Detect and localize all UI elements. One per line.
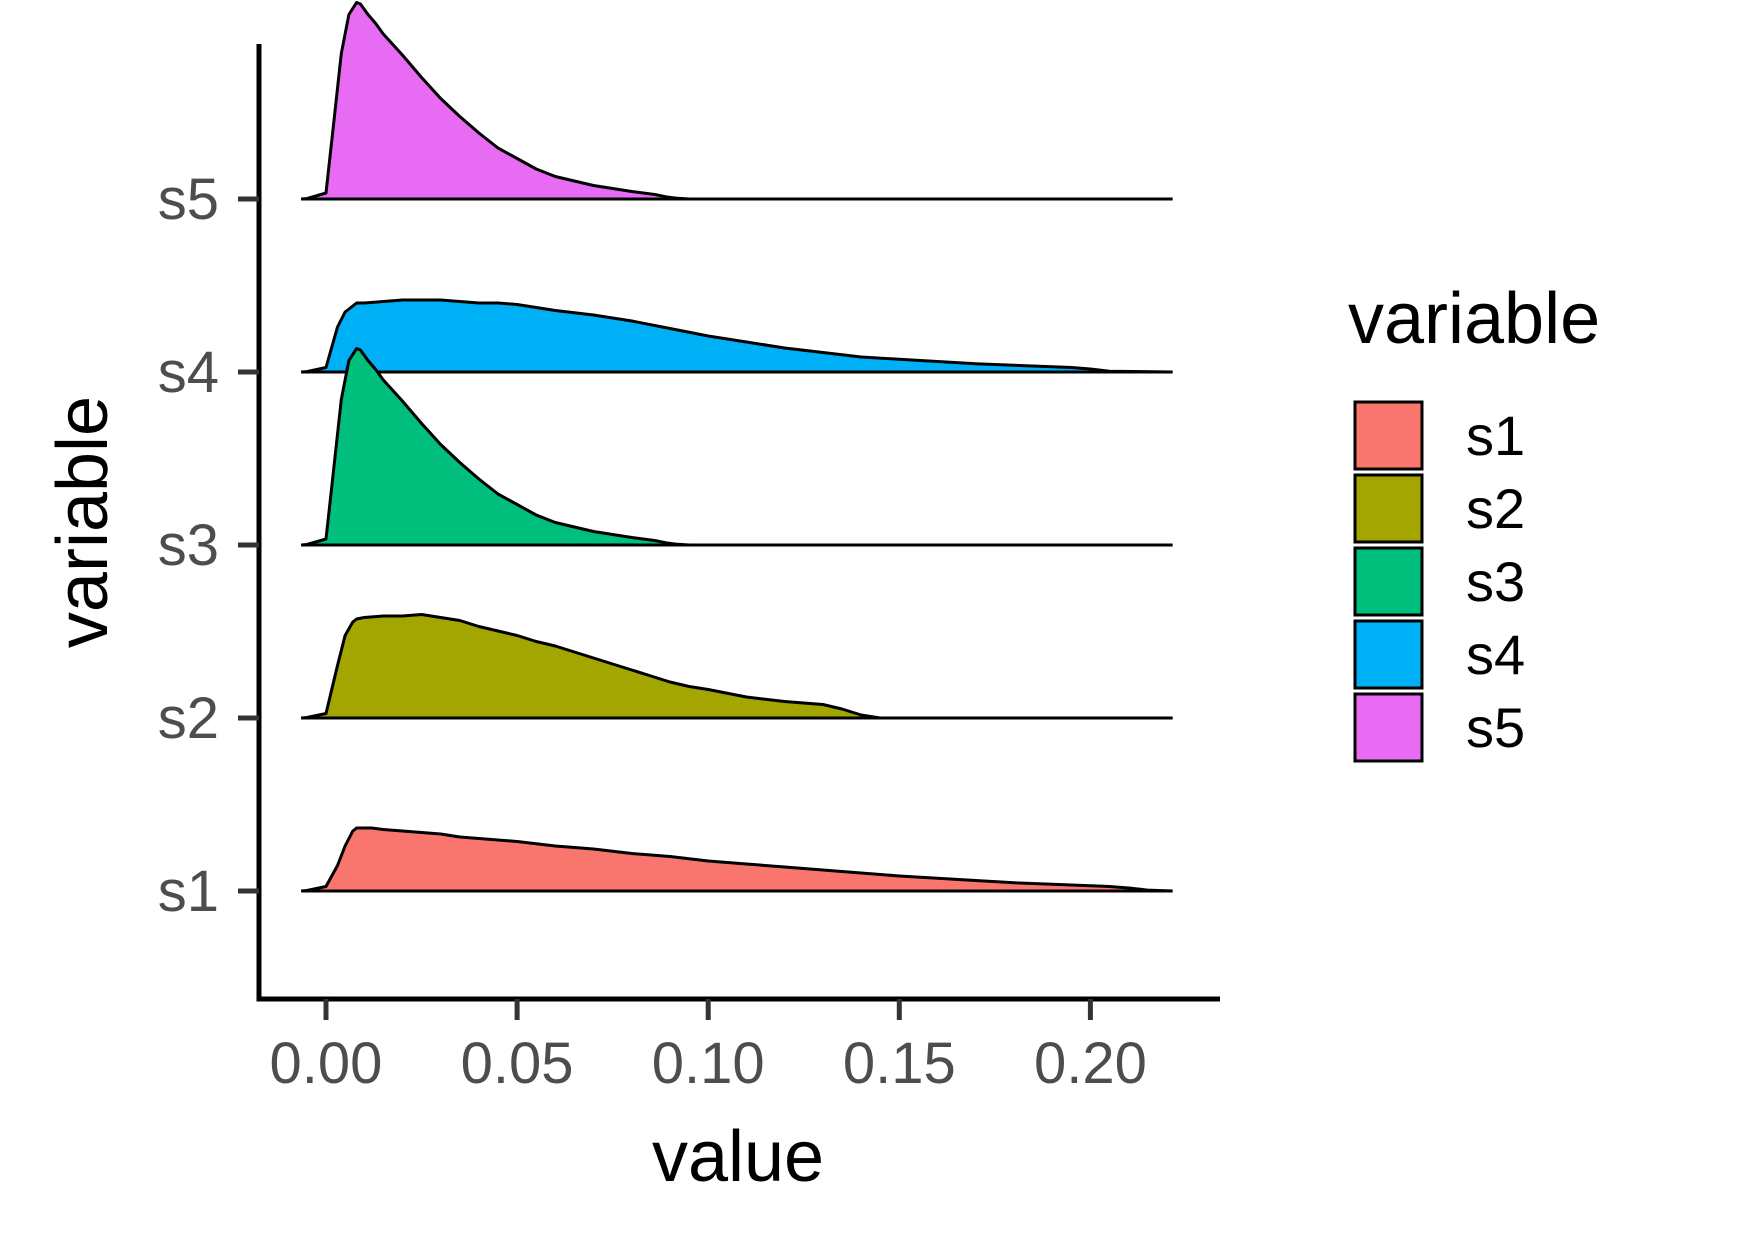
y-axis-title: variable — [43, 396, 123, 648]
legend-item-s1: s1 — [1353, 400, 1525, 471]
legend-swatch-s1 — [1353, 400, 1424, 471]
legend-label-s3: s3 — [1466, 550, 1525, 613]
axes-layer — [256, 44, 1220, 1002]
ridge-layer — [301, 1, 1173, 893]
ridge-s1 — [301, 826, 1173, 893]
legend-label-s4: s4 — [1466, 623, 1525, 686]
legend-swatch-s2 — [1353, 473, 1424, 544]
legend-item-s4: s4 — [1353, 619, 1525, 690]
legend-item-s5: s5 — [1353, 692, 1525, 763]
ridge-s2 — [301, 613, 1173, 720]
legend: variable s1 s2 s3 s4 s5 — [1348, 279, 1600, 763]
legend-label-s1: s1 — [1466, 404, 1525, 467]
y-tick-label-s5: s5 — [158, 167, 219, 232]
legend-label-s2: s2 — [1466, 477, 1525, 540]
x-tick-label-0.20: 0.20 — [1034, 1031, 1147, 1096]
ridge-s5 — [301, 1, 1173, 201]
x-tick-label-0.15: 0.15 — [843, 1031, 956, 1096]
legend-swatch-s5 — [1353, 692, 1424, 763]
ridge-s3 — [301, 347, 1173, 547]
ridge-fill-s1 — [301, 828, 1173, 891]
y-tick-label-s3: s3 — [158, 513, 219, 578]
x-tick-label-0.10: 0.10 — [652, 1031, 765, 1096]
legend-items: s1 s2 s3 s4 s5 — [1353, 400, 1525, 763]
y-tick-label-s2: s2 — [158, 686, 219, 751]
ridge-outline-s3 — [301, 347, 1173, 547]
legend-title: variable — [1348, 279, 1600, 359]
x-tick-label-0.00: 0.00 — [270, 1031, 383, 1096]
ridge-fill-s2 — [301, 614, 1173, 718]
x-tick-label-0.05: 0.05 — [461, 1031, 574, 1096]
y-ticks: s1 s2 s3 s4 s5 — [158, 167, 259, 924]
legend-item-s3: s3 — [1353, 546, 1525, 617]
legend-swatch-s3 — [1353, 546, 1424, 617]
ridge-outline-s1 — [301, 826, 1173, 893]
ridge-fill-s4 — [301, 300, 1173, 372]
legend-item-s2: s2 — [1353, 473, 1525, 544]
ridge-outline-s4 — [301, 298, 1173, 374]
ridge-outline-s2 — [301, 613, 1173, 720]
ridge-fill-s5 — [301, 2, 1173, 199]
y-tick-label-s1: s1 — [158, 859, 219, 924]
x-ticks: 0.00 0.05 0.10 0.15 0.20 — [270, 999, 1147, 1096]
ridge-s4 — [301, 298, 1173, 374]
legend-swatch-s4 — [1353, 619, 1424, 690]
x-axis-title: value — [652, 1117, 824, 1197]
ridge-fill-s3 — [301, 348, 1173, 545]
legend-label-s5: s5 — [1466, 696, 1525, 759]
ridge-outline-s5 — [301, 1, 1173, 201]
y-tick-label-s4: s4 — [158, 340, 219, 405]
